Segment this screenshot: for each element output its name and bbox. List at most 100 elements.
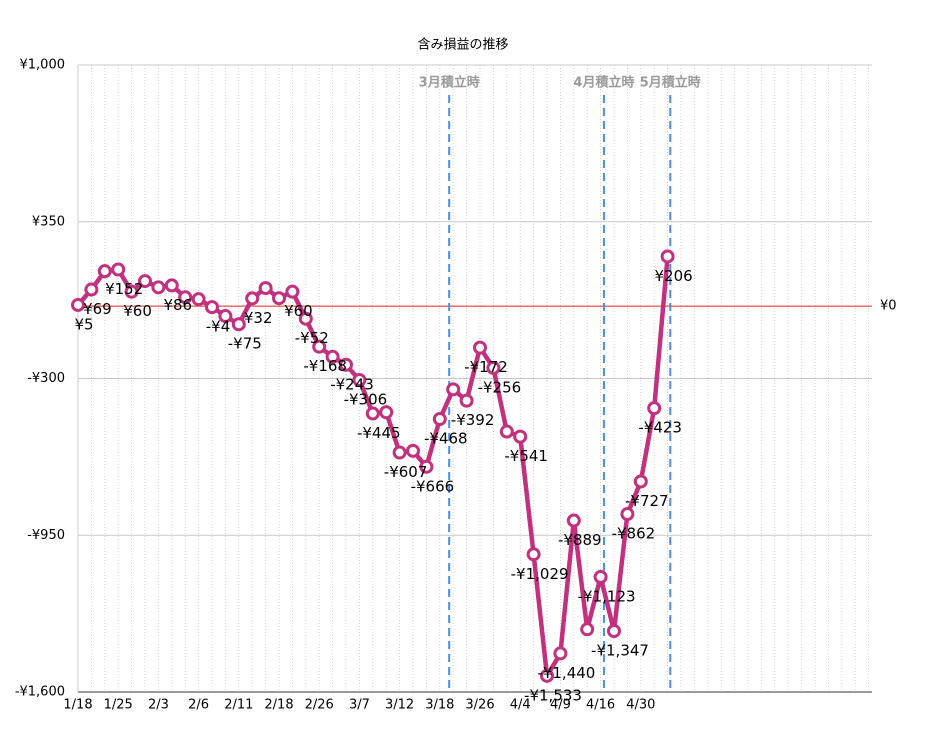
data-point <box>231 317 246 332</box>
x-tick-label: 3/18 <box>425 698 454 713</box>
data-point <box>84 282 99 297</box>
x-tick-label: 1/18 <box>63 698 92 713</box>
data-point <box>566 513 581 528</box>
data-point <box>660 249 675 264</box>
x-tick-label: 3/26 <box>465 698 494 713</box>
data-label: -¥256 <box>478 378 522 396</box>
data-point <box>178 290 193 305</box>
data-point <box>339 357 353 372</box>
data-point <box>365 406 380 421</box>
data-point <box>593 569 608 584</box>
data-label: -¥1,440 <box>537 664 595 682</box>
data-point <box>406 443 420 458</box>
data-label: ¥60 <box>123 302 152 320</box>
data-point <box>97 264 112 279</box>
x-tick-label: 1/25 <box>104 698 133 713</box>
data-label: -¥468 <box>424 430 468 448</box>
y-tick-label: -¥950 <box>27 528 65 543</box>
x-tick-label: 3/12 <box>385 698 414 713</box>
y-tick-label: ¥1,000 <box>20 58 66 73</box>
data-point <box>392 445 407 460</box>
data-label: -¥607 <box>384 463 428 481</box>
data-point <box>111 262 126 277</box>
data-label: -¥666 <box>411 477 455 495</box>
data-point <box>325 349 340 364</box>
data-point <box>513 429 528 444</box>
data-point <box>553 646 568 661</box>
data-point <box>607 623 621 638</box>
data-label: -¥243 <box>330 375 374 393</box>
data-point <box>620 507 635 522</box>
data-label: ¥60 <box>284 302 313 320</box>
data-point <box>432 412 447 427</box>
data-point <box>312 339 327 354</box>
x-tick-label: 2/6 <box>188 698 209 713</box>
data-point <box>164 278 179 293</box>
x-tick-label: 3/7 <box>349 698 370 713</box>
x-tick-label: 2/18 <box>264 698 293 713</box>
data-label: -¥4 <box>206 318 231 336</box>
data-label: -¥1,347 <box>591 641 649 659</box>
data-point <box>352 372 367 387</box>
annotation-label: 5月積立時 <box>640 75 701 91</box>
data-point <box>419 459 434 474</box>
x-tick-label: 4/30 <box>626 698 655 713</box>
x-tick-label: 2/3 <box>148 698 169 713</box>
data-point <box>298 311 313 326</box>
data-point <box>272 291 286 306</box>
data-label: -¥1,123 <box>578 587 636 605</box>
y-tick-label: -¥300 <box>27 371 65 386</box>
data-label: -¥75 <box>228 335 262 353</box>
data-label: -¥168 <box>303 357 347 375</box>
data-label: -¥727 <box>625 492 669 510</box>
data-point <box>580 622 595 637</box>
data-label: -¥392 <box>451 411 495 429</box>
data-point <box>191 292 206 307</box>
annotation-label: 3月積立時 <box>419 75 480 91</box>
data-label: -¥306 <box>344 390 388 408</box>
data-label: -¥1,029 <box>511 565 569 583</box>
data-label: ¥32 <box>244 309 273 327</box>
x-tick-label: 4/9 <box>550 698 571 713</box>
data-label: -¥172 <box>464 358 508 376</box>
reference-label: ¥0 <box>880 299 897 314</box>
data-label: -¥1,533 <box>524 686 582 704</box>
data-point <box>446 382 461 397</box>
x-tick-label: 4/4 <box>510 698 531 713</box>
data-point <box>285 284 300 299</box>
data-label: ¥86 <box>163 296 192 314</box>
data-label: -¥862 <box>612 525 656 543</box>
data-point <box>138 274 152 289</box>
data-point <box>205 300 219 315</box>
data-label: ¥5 <box>74 315 93 333</box>
data-point <box>540 668 554 683</box>
data-label: ¥206 <box>655 267 693 285</box>
data-label: -¥423 <box>638 419 682 437</box>
data-point <box>218 309 233 324</box>
data-point <box>526 547 541 562</box>
annotation-label: 4月積立時 <box>573 75 634 91</box>
data-label: ¥152 <box>105 280 143 298</box>
data-label: -¥889 <box>558 531 602 549</box>
x-tick-label: 2/11 <box>224 698 253 713</box>
data-point <box>151 280 166 295</box>
y-tick-label: -¥1,600 <box>15 685 65 700</box>
data-label: -¥445 <box>357 424 401 442</box>
data-point <box>379 405 394 420</box>
data-point <box>124 284 139 299</box>
data-point <box>647 401 662 416</box>
data-label: -¥541 <box>504 447 548 465</box>
data-point <box>459 393 474 408</box>
data-point <box>633 474 648 489</box>
data-point <box>486 360 501 375</box>
data-point <box>499 424 514 439</box>
data-point <box>71 297 85 312</box>
data-label: ¥69 <box>83 300 112 318</box>
data-point <box>473 340 487 355</box>
data-point <box>258 281 273 296</box>
series-line <box>76 256 670 679</box>
chart-title: 含み損益の推移 <box>417 37 508 53</box>
data-label: -¥52 <box>295 329 329 347</box>
